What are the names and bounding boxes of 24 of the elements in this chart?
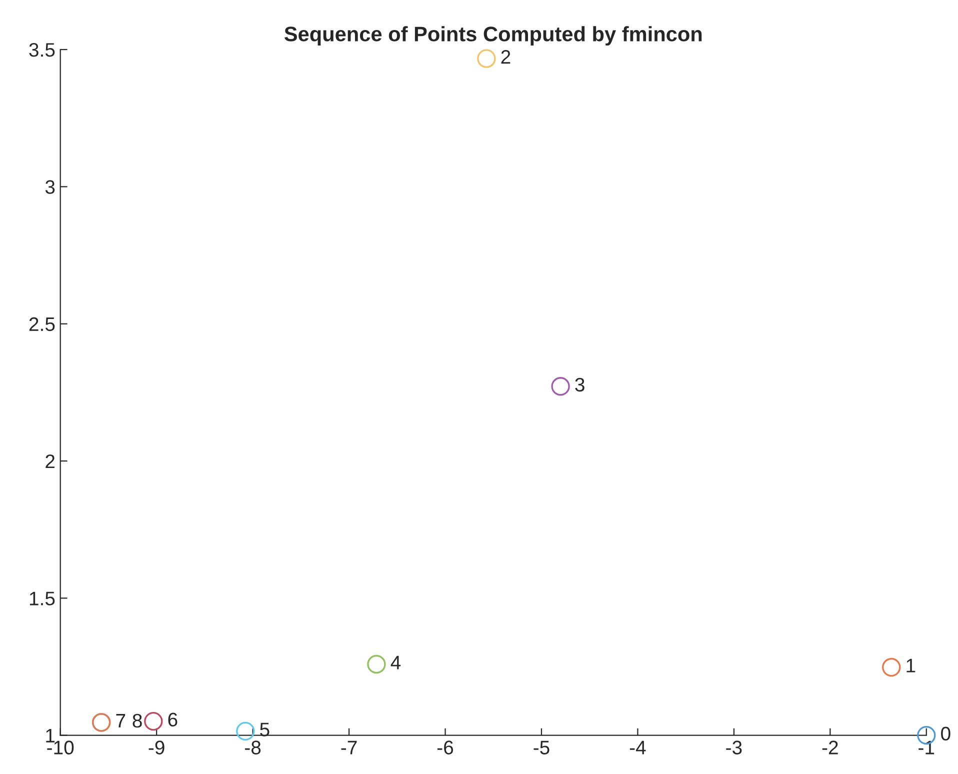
x-tick-label: -4 <box>630 740 646 754</box>
annotation: 4 <box>390 656 401 670</box>
x-tick-label: -6 <box>437 740 454 754</box>
x-tick-label: -3 <box>726 740 742 754</box>
annotation: 6 <box>168 712 178 727</box>
x-tick-label: -5 <box>534 740 550 754</box>
y-tick-label: 1 <box>46 728 55 742</box>
y-tick-label: 3 <box>45 180 55 194</box>
annotation: 1 <box>906 658 916 672</box>
x-tick-label: -9 <box>148 740 164 754</box>
annotation: 3 <box>575 378 584 392</box>
x-tick-label: -8 <box>245 740 261 754</box>
annotation: 0 <box>941 726 950 741</box>
y-tick-label: 2 <box>46 454 55 468</box>
annotation: 8 <box>132 714 142 728</box>
annotation: 7 <box>116 714 126 728</box>
x-tick-label: -10 <box>47 740 74 754</box>
y-tick-label: 2.5 <box>29 317 55 332</box>
x-tick-label: -2 <box>822 740 838 754</box>
y-tick-label: 1.5 <box>30 592 55 606</box>
chart-title: Sequence of Points Computed by fmincon <box>284 26 702 46</box>
y-tick-label: 3.5 <box>29 43 55 57</box>
annotation: 2 <box>501 50 510 64</box>
x-tick-label: -7 <box>341 740 357 754</box>
